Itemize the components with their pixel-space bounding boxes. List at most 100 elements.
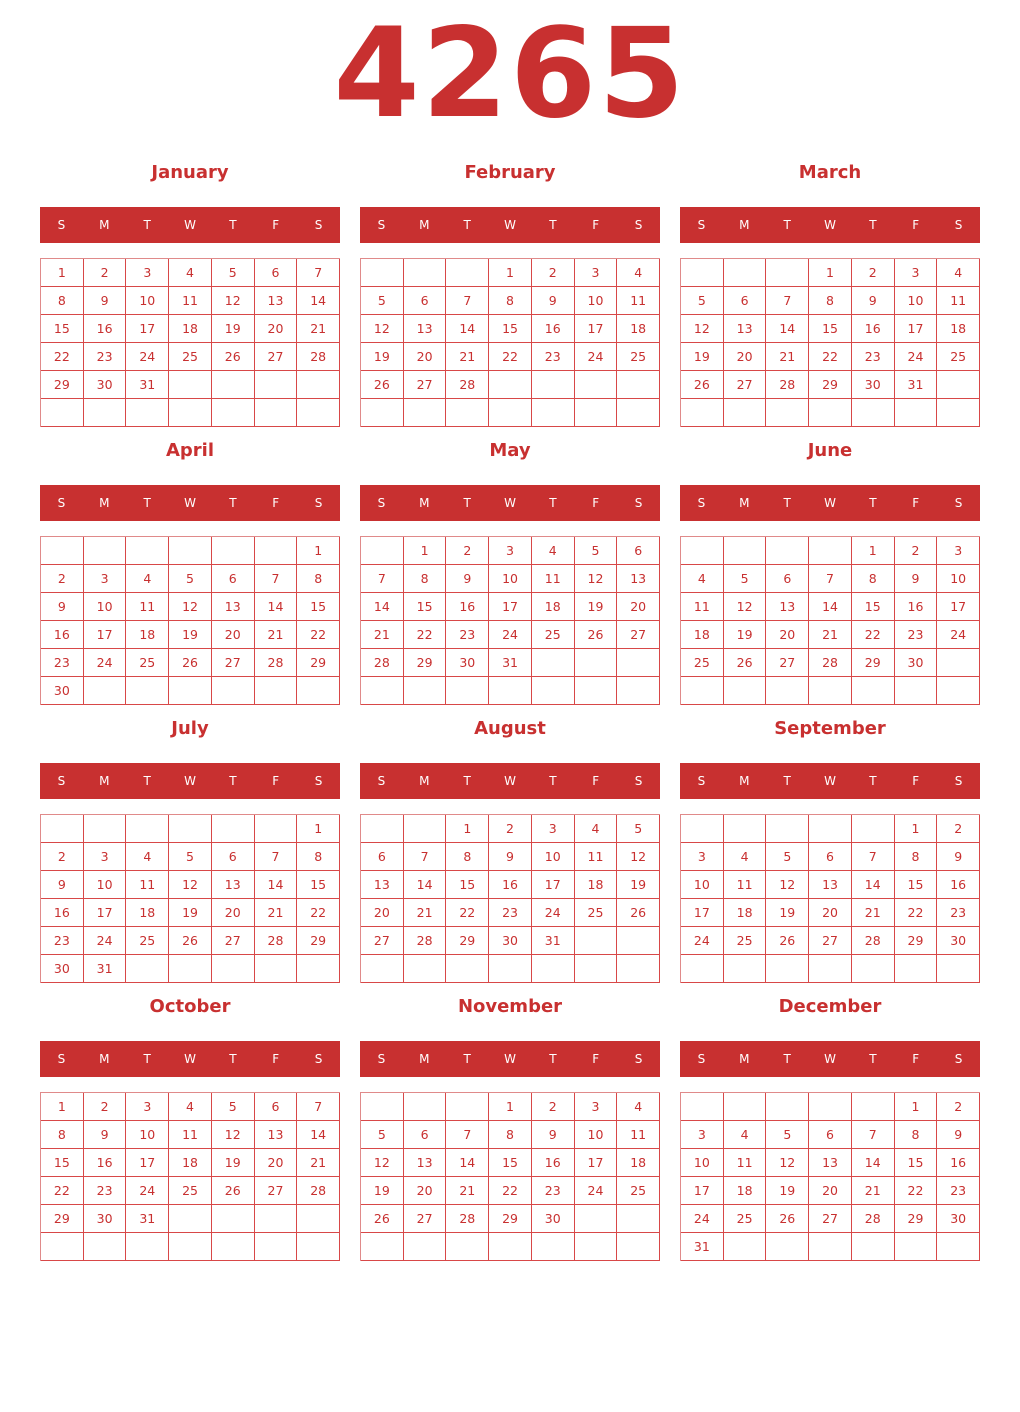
empty-day-cell — [254, 1233, 298, 1261]
weekday-label: S — [314, 218, 323, 232]
empty-day-cell — [766, 677, 810, 705]
weekday-label: T — [229, 218, 237, 232]
weekday-label: T — [549, 496, 557, 510]
day-cell: 10 — [531, 843, 575, 871]
month-title: April — [165, 440, 215, 461]
day-grid: 1 2 3 4 5 6 7 8 9 10 11 12 13 14 15 16 17 18 19 20 21 22 23 24 2… — [360, 258, 661, 427]
weekday-label: S — [57, 774, 66, 788]
empty-day-cell — [41, 1233, 84, 1261]
weekday-label: T — [783, 774, 791, 788]
weekday-label: T — [143, 774, 151, 788]
day-cell: 9 — [531, 287, 575, 315]
day-cell: 15 — [297, 593, 341, 621]
day-cell: 5 — [574, 537, 618, 565]
day-cell: 3 — [126, 259, 170, 287]
day-cell: 22 — [446, 899, 490, 927]
week-row: 30 31 — [41, 955, 341, 983]
day-cell: 6 — [211, 843, 255, 871]
day-cell: 4 — [126, 565, 170, 593]
empty-day-cell — [617, 677, 661, 705]
day-cell: 16 — [41, 899, 84, 927]
day-cell: 16 — [83, 315, 127, 343]
weekday-label: T — [783, 1052, 791, 1066]
day-cell: 3 — [574, 1093, 618, 1121]
empty-day-cell — [574, 927, 618, 955]
week-row: 8 9 10 11 12 13 14 — [41, 287, 341, 315]
day-cell: 12 — [211, 287, 255, 315]
day-cell: 16 — [531, 315, 575, 343]
week-row: 15 16 17 18 19 20 21 — [41, 315, 341, 343]
day-cell: 18 — [169, 1149, 212, 1177]
day-cell: 2 — [894, 537, 938, 565]
empty-day-cell — [403, 677, 447, 705]
day-cell: 13 — [403, 1149, 447, 1177]
day-cell: 4 — [169, 259, 212, 287]
weekday-label: T — [229, 774, 237, 788]
day-cell: 18 — [126, 621, 170, 649]
empty-day-cell — [574, 399, 618, 427]
day-cell: 15 — [41, 1149, 84, 1177]
empty-day-cell — [446, 955, 490, 983]
weekday-label: T — [549, 1052, 557, 1066]
month-title: December — [778, 996, 882, 1017]
empty-day-cell — [531, 399, 575, 427]
day-cell: 17 — [489, 593, 532, 621]
month-october: October S M T W T F S 1 2 3 4 5 6 7 8 9 10 11 12 13 14 15 16 17 1… — [40, 986, 341, 1261]
weekday-label: T — [143, 218, 151, 232]
day-cell: 25 — [617, 1177, 661, 1205]
day-cell: 14 — [403, 871, 447, 899]
empty-day-cell — [126, 1233, 170, 1261]
day-cell: 27 — [254, 343, 298, 371]
day-cell: 1 — [297, 537, 341, 565]
day-cell: 2 — [851, 259, 895, 287]
day-cell: 26 — [574, 621, 618, 649]
week-row: 28 29 30 31 — [361, 649, 661, 677]
empty-day-cell — [211, 399, 255, 427]
empty-day-cell — [531, 677, 575, 705]
day-cell: 8 — [41, 287, 84, 315]
day-cell: 10 — [126, 1121, 170, 1149]
day-cell: 4 — [169, 1093, 212, 1121]
empty-day-cell — [681, 1093, 724, 1121]
empty-day-cell — [723, 815, 767, 843]
empty-day-cell — [403, 815, 447, 843]
day-cell: 30 — [937, 1205, 981, 1233]
weekday-label: T — [783, 218, 791, 232]
day-cell: 11 — [574, 843, 618, 871]
week-row: 18 19 20 21 22 23 24 — [681, 621, 981, 649]
day-cell: 5 — [723, 565, 767, 593]
week-row: 23 24 25 26 27 28 29 — [41, 649, 341, 677]
week-row — [681, 399, 981, 427]
day-cell: 26 — [617, 899, 661, 927]
weekday-label: T — [869, 1052, 877, 1066]
empty-day-cell — [766, 955, 810, 983]
week-row — [41, 399, 341, 427]
day-cell: 28 — [297, 1177, 341, 1205]
day-cell: 21 — [809, 621, 852, 649]
day-cell: 12 — [169, 593, 212, 621]
day-cell: 26 — [211, 1177, 255, 1205]
day-cell: 20 — [254, 1149, 298, 1177]
empty-day-cell — [126, 677, 170, 705]
empty-day-cell — [41, 815, 84, 843]
empty-day-cell — [937, 955, 981, 983]
empty-day-cell — [574, 649, 618, 677]
empty-day-cell — [83, 677, 127, 705]
empty-day-cell — [254, 537, 298, 565]
day-cell: 7 — [297, 259, 341, 287]
day-cell: 21 — [254, 621, 298, 649]
day-cell: 29 — [894, 927, 938, 955]
day-cell: 29 — [297, 927, 341, 955]
day-cell: 21 — [766, 343, 810, 371]
day-cell: 6 — [254, 1093, 298, 1121]
week-row: 10 11 12 13 14 15 16 — [681, 871, 981, 899]
month-title: March — [798, 162, 862, 183]
week-row: 13 14 15 16 17 18 19 — [361, 871, 661, 899]
weekday-label: W — [184, 218, 196, 232]
empty-day-cell — [574, 955, 618, 983]
